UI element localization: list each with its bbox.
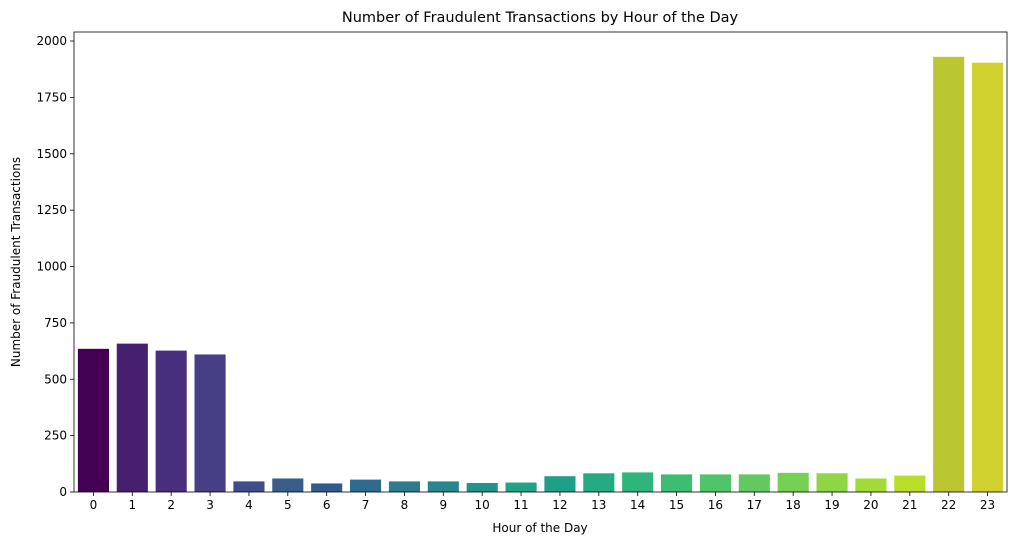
x-tick-label: 21	[902, 498, 917, 512]
bar-hour-6	[311, 483, 343, 492]
x-tick-label: 9	[439, 498, 447, 512]
x-tick-label: 14	[630, 498, 645, 512]
y-tick-label: 2000	[36, 34, 67, 48]
axis-ticks: 0 1 2 3 4 5 6 7 8 9 10 11 12 13 14 15 16 17 18 19 20 21 22 2302…	[36, 34, 995, 512]
x-tick-label: 0	[90, 498, 98, 512]
x-tick-label: 11	[513, 498, 528, 512]
x-tick-label: 23	[980, 498, 995, 512]
bar-hour-7	[350, 479, 382, 492]
y-tick-label: 1000	[36, 260, 67, 274]
plot-border	[73, 31, 1008, 493]
y-tick-label: 750	[44, 316, 67, 330]
y-axis-label: Number of Fraudulent Transactions	[9, 157, 23, 367]
bar-hour-10	[466, 482, 498, 492]
bar-hour-16	[699, 474, 731, 492]
x-tick-label: 20	[863, 498, 878, 512]
x-tick-label: 15	[669, 498, 684, 512]
y-tick-label: 1250	[36, 203, 67, 217]
bar-hour-11	[505, 482, 537, 492]
x-tick-label: 19	[824, 498, 839, 512]
bar-hour-14	[622, 472, 654, 492]
x-tick-label: 16	[708, 498, 723, 512]
x-tick-label: 8	[401, 498, 409, 512]
x-tick-label: 17	[747, 498, 762, 512]
y-tick-label: 1750	[36, 90, 67, 104]
x-tick-label: 18	[786, 498, 801, 512]
x-tick-label: 1	[128, 498, 136, 512]
y-tick-label: 0	[59, 485, 67, 499]
x-tick-label: 10	[475, 498, 490, 512]
bars	[77, 56, 1004, 493]
bar-hour-15	[661, 474, 693, 492]
plot-frame	[73, 31, 1008, 493]
bar-hour-23	[972, 62, 1004, 493]
bar-hour-17	[738, 474, 770, 492]
bar-hour-4	[233, 481, 265, 492]
x-tick-label: 7	[362, 498, 370, 512]
bar-hour-18	[777, 472, 809, 492]
bar-hour-2	[155, 350, 187, 492]
bar-hour-12	[544, 476, 576, 492]
bar-hour-8	[388, 481, 420, 492]
x-tick-label: 4	[245, 498, 253, 512]
x-tick-label: 3	[206, 498, 214, 512]
y-tick-label: 250	[44, 429, 67, 443]
bar-hour-22	[933, 56, 965, 492]
x-tick-label: 13	[591, 498, 606, 512]
bar-hour-1	[116, 343, 148, 492]
bar-hour-5	[272, 478, 304, 492]
bar-hour-0	[77, 348, 109, 492]
bar-hour-21	[894, 475, 926, 492]
bar-hour-3	[194, 354, 226, 492]
x-tick-label: 2	[167, 498, 175, 512]
x-tick-label: 6	[323, 498, 331, 512]
chart-title: Number of Fraudulent Transactions by Hou…	[342, 10, 739, 26]
x-tick-label: 5	[284, 498, 292, 512]
bar-hour-13	[583, 473, 615, 492]
bar-hour-9	[427, 481, 459, 492]
bar-hour-19	[816, 473, 848, 492]
x-axis-label: Hour of the Day	[492, 521, 587, 535]
y-tick-label: 1500	[36, 147, 67, 161]
x-tick-label: 12	[552, 498, 567, 512]
x-tick-label: 22	[941, 498, 956, 512]
bar-hour-20	[855, 478, 887, 492]
y-tick-label: 500	[44, 372, 67, 386]
